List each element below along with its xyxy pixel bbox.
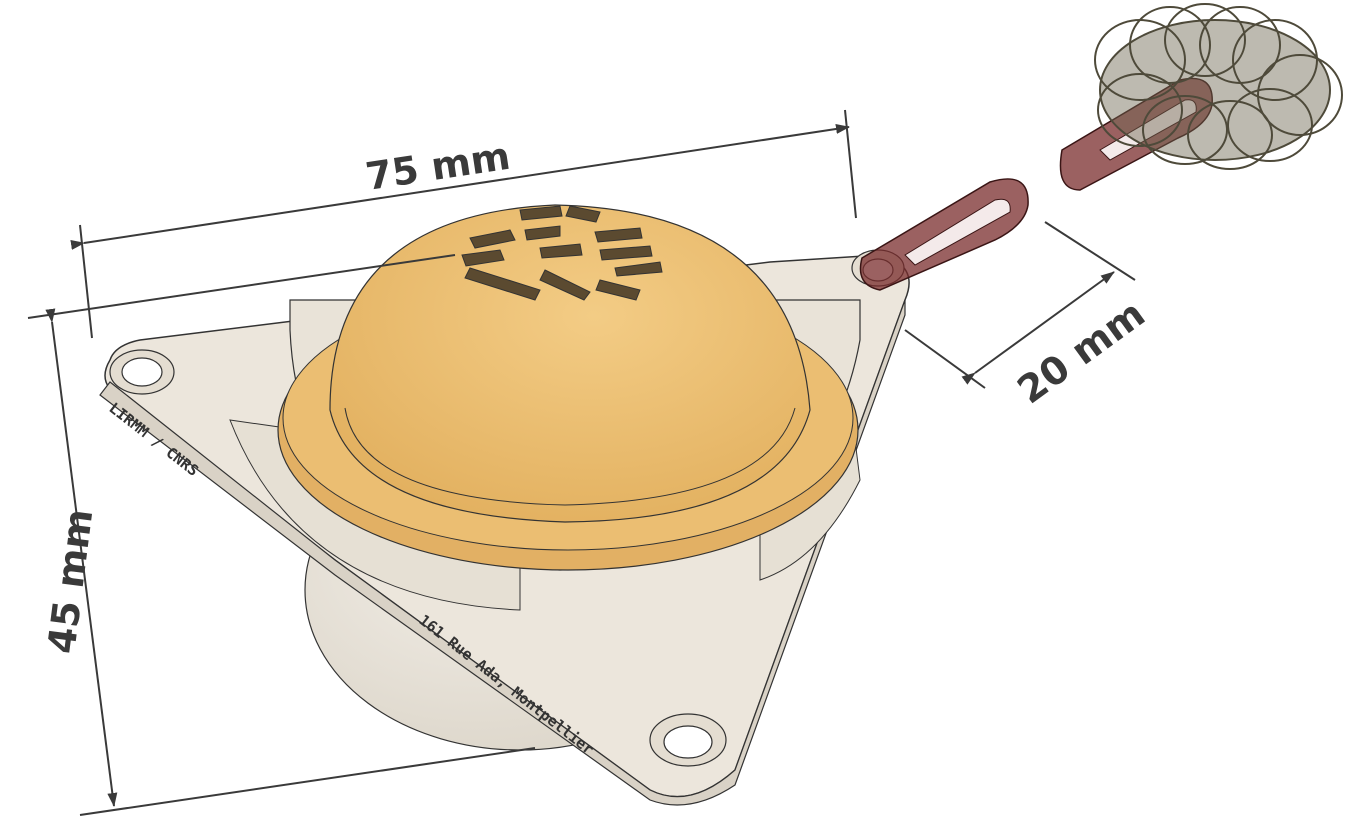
dimension-height xyxy=(27,254,536,816)
dimension-clip-label: 20 mm xyxy=(1009,291,1152,412)
dimension-clip xyxy=(904,221,1136,389)
dome xyxy=(329,204,811,523)
clip-far xyxy=(1059,77,1213,191)
coil-lanyard xyxy=(1094,3,1343,170)
clip-near xyxy=(859,178,1029,291)
mounting-hole-front xyxy=(649,713,727,767)
mounting-hole-left xyxy=(109,349,175,395)
